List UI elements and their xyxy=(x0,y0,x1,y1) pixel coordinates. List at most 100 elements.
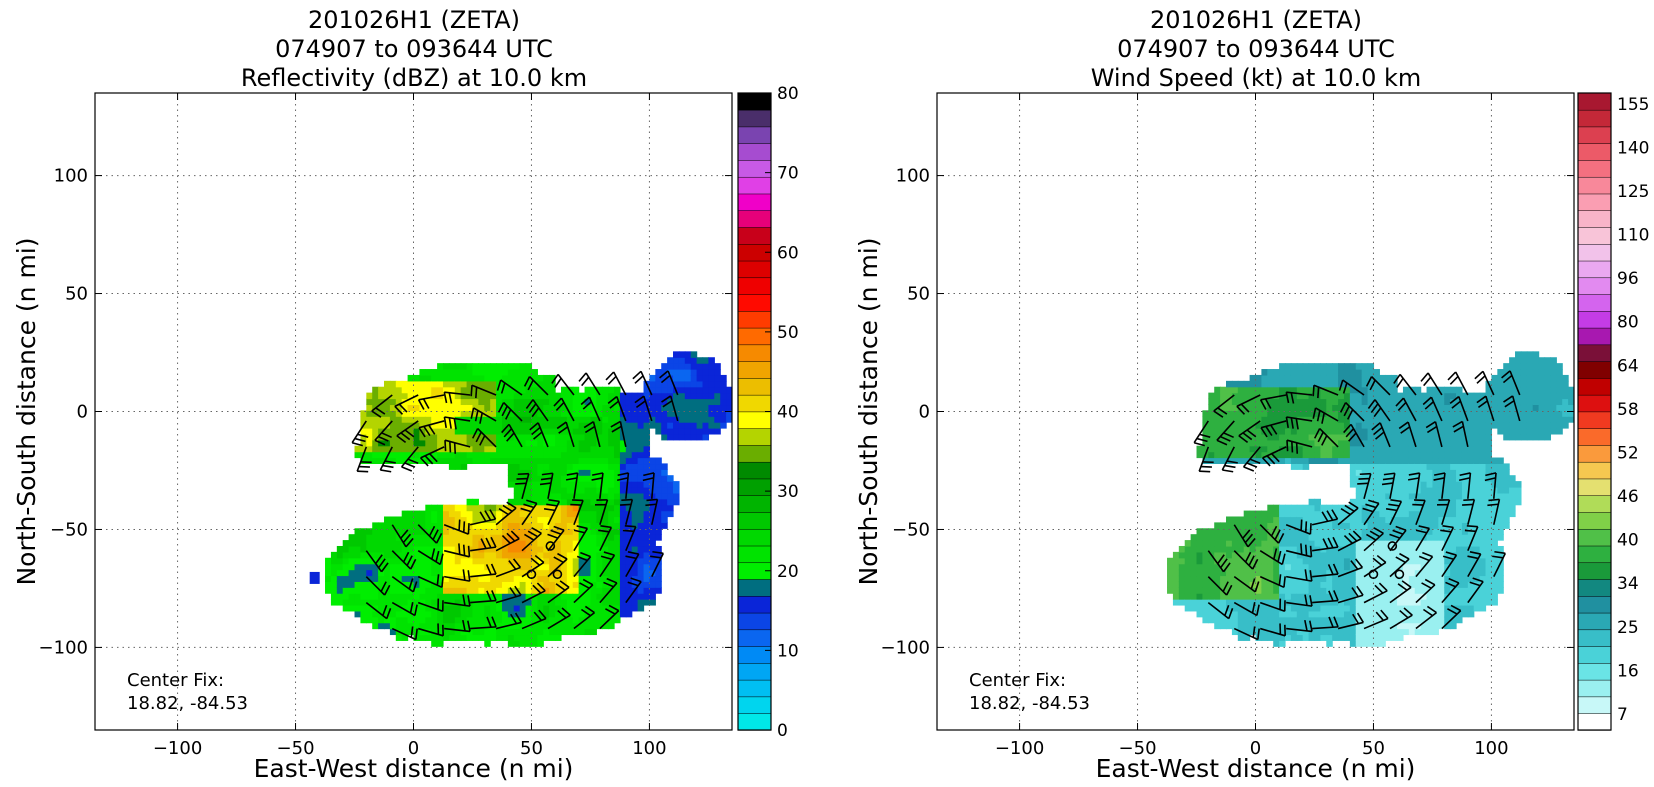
field-cell xyxy=(602,516,609,523)
wind-barb xyxy=(1198,446,1214,473)
field-cell xyxy=(1391,540,1398,547)
field-cell xyxy=(413,622,420,630)
field-cell xyxy=(1379,439,1386,447)
wind-barb xyxy=(553,397,575,422)
field-cell xyxy=(1302,428,1310,435)
field-cell xyxy=(1226,410,1233,417)
field-cell xyxy=(1284,616,1292,624)
field-cell xyxy=(1243,392,1251,400)
field-cell xyxy=(1408,445,1416,453)
field-cell xyxy=(578,475,586,482)
field-cell xyxy=(531,634,538,641)
field-cell xyxy=(490,398,497,406)
field-cell xyxy=(1338,557,1345,565)
field-cell xyxy=(584,392,592,400)
field-cell xyxy=(1467,557,1475,565)
field-cell xyxy=(1290,587,1298,594)
field-cell xyxy=(1432,551,1439,559)
field-cell xyxy=(513,463,521,470)
field-cell xyxy=(1373,404,1380,411)
colorbar-segment xyxy=(1577,226,1612,245)
field-cell xyxy=(1302,604,1310,612)
field-cell xyxy=(608,498,615,506)
field-cell xyxy=(1314,380,1321,388)
field-cell xyxy=(578,481,586,488)
field-cell xyxy=(673,398,680,406)
field-cell xyxy=(1503,486,1510,494)
field-cell xyxy=(1279,587,1286,594)
field-cell xyxy=(572,557,580,565)
field-cell xyxy=(1279,569,1286,577)
field-cell xyxy=(454,581,462,588)
field-cell xyxy=(454,428,462,435)
wind-barb xyxy=(1389,525,1407,552)
field-cell xyxy=(1261,516,1268,523)
field-cell xyxy=(1273,404,1280,411)
field-cell xyxy=(309,571,320,584)
calm-circle xyxy=(526,569,537,580)
field-cell xyxy=(330,551,338,559)
field-cell xyxy=(442,404,450,411)
field-cell xyxy=(496,369,503,376)
field-cell xyxy=(1261,522,1268,529)
field-cell xyxy=(525,363,533,370)
field-cell xyxy=(378,575,385,582)
field-cell xyxy=(1497,581,1504,588)
field-cell xyxy=(501,422,509,429)
wind-barb xyxy=(1313,427,1339,448)
field-cell xyxy=(702,398,710,406)
field-cell xyxy=(1202,433,1209,441)
field-cell xyxy=(608,475,615,482)
field-cell xyxy=(1308,622,1316,630)
field-cell xyxy=(1491,534,1498,541)
field-cell xyxy=(1255,616,1262,624)
field-cell xyxy=(1308,451,1316,459)
field-cell xyxy=(1220,445,1227,453)
field-cell xyxy=(525,445,533,453)
field-cell xyxy=(1491,422,1498,429)
wind-barb xyxy=(1449,395,1469,422)
field-cell xyxy=(1349,422,1357,429)
field-cell xyxy=(667,416,674,423)
field-cell xyxy=(1178,545,1186,553)
field-cell xyxy=(366,534,373,541)
field-cell xyxy=(566,569,574,577)
field-cell xyxy=(448,581,456,588)
field-cell xyxy=(584,433,592,441)
field-cell xyxy=(1249,563,1257,571)
field-cell xyxy=(1402,593,1410,600)
field-cell xyxy=(1202,569,1209,577)
wind-barb xyxy=(443,519,470,535)
field-cell xyxy=(1461,422,1469,429)
field-cell xyxy=(649,498,656,506)
field-cell xyxy=(1220,528,1227,535)
field-cell xyxy=(1444,428,1451,435)
field-cell xyxy=(614,392,621,400)
field-cell xyxy=(507,604,515,612)
field-cell xyxy=(1550,422,1557,429)
field-cell xyxy=(1308,604,1316,612)
field-cell xyxy=(478,398,485,406)
field-cell xyxy=(584,563,592,571)
colorbar-tick-label: 60 xyxy=(777,243,799,263)
field-cell xyxy=(1391,563,1398,571)
field-cell xyxy=(1373,522,1380,529)
field-cell xyxy=(1450,492,1457,500)
field-cell xyxy=(448,410,456,417)
field-cell xyxy=(354,587,362,594)
field-cell xyxy=(643,522,651,529)
wind-barb xyxy=(391,626,418,641)
field-cell xyxy=(1326,457,1333,465)
field-cell xyxy=(1444,516,1451,523)
field-cell xyxy=(472,528,479,535)
field-cell xyxy=(519,463,527,470)
field-cell xyxy=(649,410,656,417)
field-cell xyxy=(1273,522,1280,529)
field-cell xyxy=(1467,599,1475,606)
wind-barb xyxy=(1338,379,1365,396)
field-cell xyxy=(614,581,621,588)
field-cell xyxy=(1379,516,1386,523)
field-cell xyxy=(1220,522,1227,529)
field-cell xyxy=(478,540,485,547)
field-cell xyxy=(525,593,533,600)
